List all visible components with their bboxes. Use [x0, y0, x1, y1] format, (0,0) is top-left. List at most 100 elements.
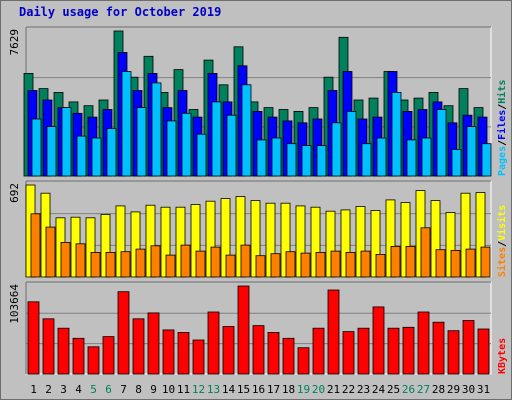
- legend: KBytes: [497, 338, 508, 374]
- bar-pages-day-6: [106, 128, 117, 177]
- bar-kbytes-day-29: [447, 330, 460, 375]
- x-tick-label-day-31: 31: [477, 383, 490, 396]
- legend-entry-sites: Sites: [496, 247, 508, 277]
- bar-pages-day-16: [256, 139, 267, 177]
- bar-sites-day-27: [420, 227, 431, 278]
- x-tick-label-day-29: 29: [447, 383, 460, 396]
- x-tick-label-day-5: 5: [90, 383, 97, 396]
- bar-visits-day-10: [160, 206, 171, 278]
- bar-kbytes-day-15: [237, 285, 250, 375]
- bar-visits-day-11: [175, 206, 186, 278]
- bar-pages-day-5: [91, 137, 102, 177]
- bar-sites-day-5: [90, 251, 101, 278]
- bar-visits-day-16: [250, 200, 261, 278]
- bar-kbytes-day-24: [372, 306, 385, 375]
- bar-kbytes-day-20: [312, 327, 325, 375]
- bar-visits-day-15: [235, 196, 246, 278]
- bar-sites-day-13: [210, 246, 221, 278]
- bar-kbytes-day-12: [192, 339, 205, 375]
- bar-kbytes-day-1: [27, 301, 40, 375]
- bar-pages-day-10: [166, 120, 177, 177]
- bar-kbytes-day-3: [57, 327, 70, 375]
- bar-pages-day-28: [436, 109, 447, 177]
- bar-pages-day-26: [406, 139, 417, 177]
- bar-kbytes-day-9: [147, 312, 160, 375]
- x-tick-label-day-25: 25: [387, 383, 400, 396]
- bar-sites-day-28: [435, 249, 446, 278]
- bar-kbytes-day-4: [72, 337, 85, 375]
- bar-pages-day-25: [391, 92, 402, 177]
- bar-pages-day-7: [121, 71, 132, 177]
- legend: Sites/Visits: [496, 205, 508, 277]
- bar-sites-day-20: [315, 251, 326, 278]
- bar-visits-day-22: [340, 209, 351, 278]
- bar-sites-day-16: [255, 255, 266, 278]
- bar-sites-day-6: [105, 251, 116, 278]
- bar-pages-day-27: [421, 137, 432, 177]
- bar-pages-day-20: [316, 145, 327, 177]
- bar-kbytes-day-17: [267, 331, 280, 375]
- bar-pages-day-1: [31, 118, 42, 177]
- bar-sites-day-24: [375, 253, 386, 278]
- bar-sites-day-19: [300, 252, 311, 278]
- bar-sites-day-1: [30, 213, 41, 278]
- bar-kbytes-day-19: [297, 347, 310, 375]
- bar-visits-day-23: [355, 206, 366, 278]
- x-tick-label-day-30: 30: [462, 383, 475, 396]
- bar-pages-day-21: [331, 122, 342, 177]
- bar-kbytes-day-14: [222, 326, 235, 375]
- bar-pages-day-2: [46, 126, 57, 177]
- x-tick-label-day-7: 7: [120, 383, 127, 396]
- bar-sites-day-18: [285, 251, 296, 278]
- bar-visits-day-12: [190, 204, 201, 278]
- bar-pages-day-31: [481, 143, 492, 177]
- x-tick-label-day-4: 4: [75, 383, 82, 396]
- bar-visits-day-28: [430, 200, 441, 278]
- bar-kbytes-day-6: [102, 336, 115, 375]
- bar-visits-day-13: [205, 200, 216, 278]
- bar-pages-day-22: [346, 111, 357, 177]
- panel-2: 692 Sites/Visits: [8, 180, 508, 278]
- bar-pages-day-23: [361, 143, 372, 177]
- bar-pages-day-30: [466, 126, 477, 177]
- x-tick-label-day-13: 13: [207, 383, 220, 396]
- bar-sites-day-14: [225, 254, 236, 278]
- bar-sites-day-31: [480, 246, 491, 278]
- x-tick-label-day-26: 26: [402, 383, 415, 396]
- bar-sites-day-17: [270, 253, 281, 278]
- legend-entry-pages: Pages: [497, 146, 508, 176]
- bar-sites-day-26: [405, 245, 416, 278]
- x-tick-label-day-1: 1: [30, 383, 37, 396]
- bar-sites-day-3: [60, 241, 71, 278]
- bar-kbytes-day-16: [252, 325, 265, 375]
- bar-kbytes-day-7: [117, 291, 130, 375]
- bar-visits-day-5: [85, 217, 96, 278]
- bar-sites-day-12: [195, 250, 206, 278]
- legend-separator: /: [497, 140, 508, 146]
- bar-pages-day-4: [76, 135, 87, 177]
- x-tick-label-day-8: 8: [135, 383, 142, 396]
- chart-title: Daily usage for October 2019: [19, 5, 222, 19]
- bar-sites-day-21: [330, 250, 341, 278]
- bar-visits-day-17: [265, 202, 276, 278]
- bar-sites-day-29: [450, 249, 461, 278]
- y-axis-max-label: 692: [8, 183, 21, 203]
- bar-visits-day-30: [460, 192, 471, 278]
- bar-pages-day-29: [451, 148, 462, 177]
- x-tick-label-day-11: 11: [177, 383, 190, 396]
- bar-visits-day-25: [385, 199, 396, 278]
- x-tick-label-day-18: 18: [282, 383, 295, 396]
- bar-sites-day-2: [45, 226, 56, 278]
- x-tick-label-day-6: 6: [105, 383, 112, 396]
- x-tick-label-day-20: 20: [312, 383, 325, 396]
- bar-kbytes-day-27: [417, 311, 430, 375]
- bar-kbytes-day-5: [87, 346, 100, 375]
- bar-pages-day-17: [271, 137, 282, 177]
- bar-visits-day-20: [310, 206, 321, 278]
- bar-visits-day-18: [280, 202, 291, 278]
- bar-kbytes-day-2: [42, 318, 55, 375]
- bar-visits-day-29: [445, 212, 456, 278]
